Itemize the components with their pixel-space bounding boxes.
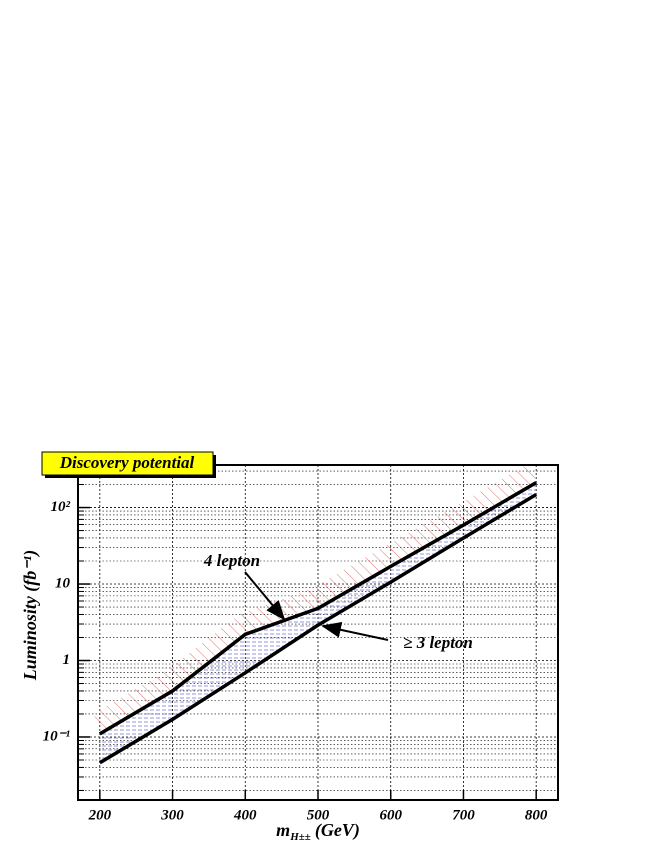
x-tick-label: 600: [379, 807, 402, 823]
x-label-subscript: H±±: [289, 831, 311, 843]
hatch-band: [99, 482, 537, 763]
x-tick-label: 500: [307, 807, 330, 823]
y-tick-label: 10²: [51, 499, 71, 515]
x-tick-label: 700: [452, 807, 475, 823]
hatch-band: [93, 462, 537, 734]
annotation: ≥ 3 lepton: [403, 633, 473, 652]
plot-area: [78, 462, 558, 800]
x-axis-label: mH±± (GeV): [276, 820, 360, 842]
frame: [77, 464, 559, 801]
x-tick-label: 800: [525, 807, 548, 823]
x-label-symbol: m: [276, 820, 290, 840]
x-label-unit: (GeV): [315, 820, 360, 841]
x-tick-label: 400: [233, 807, 257, 823]
annotation-arrow: [244, 571, 286, 621]
annotation-arrow: [321, 621, 389, 641]
y-tick-label: 10: [55, 575, 71, 591]
x-tick-label: 200: [88, 807, 112, 823]
line: [98, 493, 538, 765]
y-tick-label: 1: [63, 652, 71, 668]
chart-title: Discovery potential: [59, 453, 195, 472]
line: [98, 481, 538, 736]
title-box: [41, 451, 214, 476]
y-axis-label: Luminosity (fb⁻¹): [20, 550, 41, 681]
y-tick-label: 10⁻¹: [43, 728, 70, 744]
annotation: 4 lepton: [203, 551, 260, 570]
x-tick-label: 300: [160, 807, 184, 823]
